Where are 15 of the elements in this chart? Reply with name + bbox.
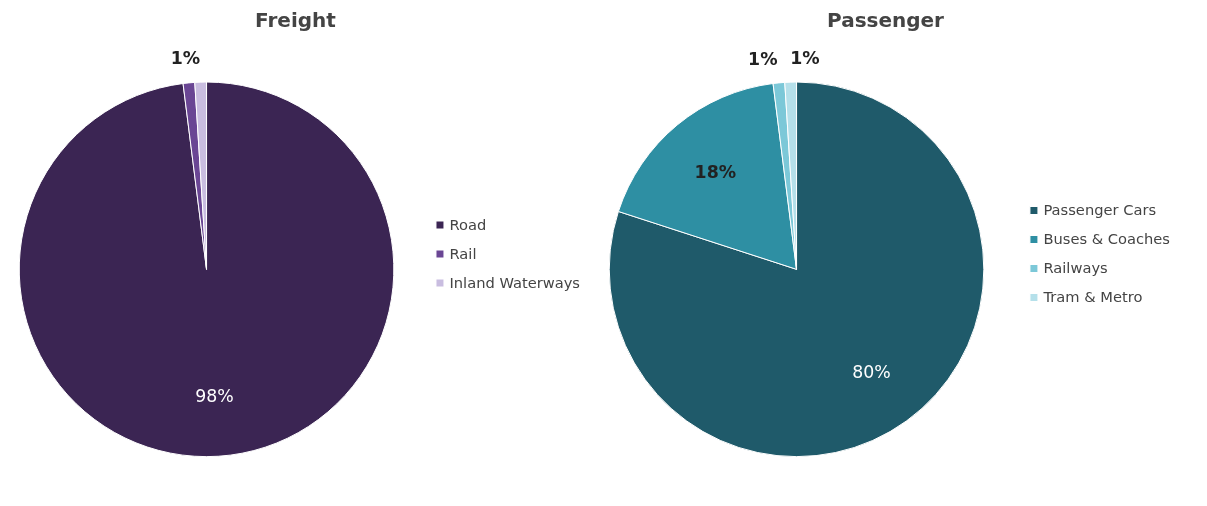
data-label: 98% (195, 385, 234, 406)
legend-label: Passenger Cars (1043, 201, 1157, 218)
data-label: 18% (694, 161, 737, 182)
data-label: 1% (748, 49, 778, 70)
legend-label: Buses & Coaches (1043, 230, 1170, 247)
chart-title: Freight (255, 7, 337, 32)
data-label: 80% (852, 361, 891, 382)
legend-label: Railways (1043, 259, 1108, 276)
legend-label: Road (449, 215, 487, 233)
data-label: 1% (170, 48, 201, 69)
legend-label: Tram & Metro (1043, 288, 1143, 305)
data-label: 1% (790, 48, 820, 69)
chart-title: Passenger (827, 7, 945, 32)
legend-label: Rail (449, 244, 477, 262)
legend-label: Inland Waterways (449, 273, 580, 291)
